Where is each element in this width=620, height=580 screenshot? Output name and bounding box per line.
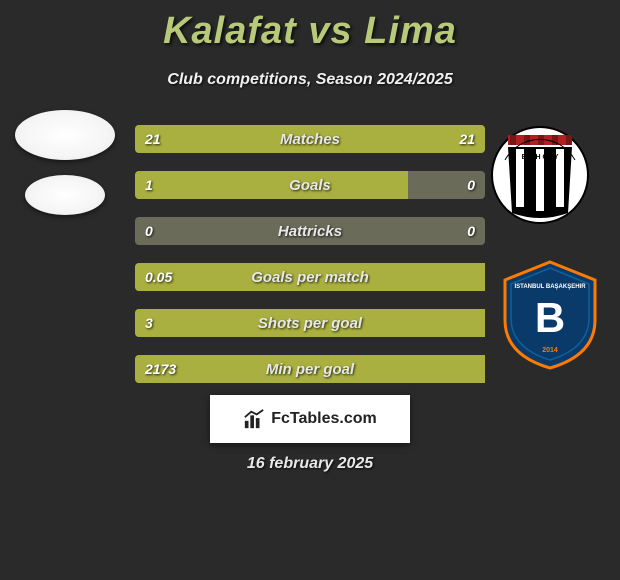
stat-label: Shots per goal [135, 309, 485, 337]
svg-text:B: B [535, 294, 565, 341]
stat-row-matches: 21 Matches 21 [135, 125, 485, 153]
stat-row-min-per-goal: 2173 Min per goal [135, 355, 485, 383]
player-silhouette-left [10, 110, 120, 215]
chart-icon [243, 408, 265, 430]
svg-text:BATH CITY: BATH CITY [522, 154, 559, 161]
stat-value-right: 0 [467, 217, 475, 245]
player-body-shape [25, 175, 105, 215]
stat-row-goals-per-match: 0.05 Goals per match [135, 263, 485, 291]
subtitle: Club competitions, Season 2024/2025 [0, 71, 620, 89]
svg-text:2014: 2014 [542, 347, 558, 354]
club-badge-1: BATH CITY [490, 125, 590, 225]
svg-text:ISTANBUL BAŞAKŞEHIR: ISTANBUL BAŞAKŞEHIR [514, 284, 586, 290]
stat-label: Min per goal [135, 355, 485, 383]
stat-label: Matches [135, 125, 485, 153]
fctables-link[interactable]: FcTables.com [210, 395, 410, 443]
player-head-shape [15, 110, 115, 160]
brand-text: FcTables.com [271, 410, 377, 428]
stat-value-right: 21 [459, 125, 475, 153]
date-text: 16 february 2025 [0, 455, 620, 473]
stat-row-hattricks: 0 Hattricks 0 [135, 217, 485, 245]
page-title: Kalafat vs Lima [0, 0, 620, 53]
stat-row-shots-per-goal: 3 Shots per goal [135, 309, 485, 337]
stat-label: Goals per match [135, 263, 485, 291]
stat-value-right: 0 [467, 171, 475, 199]
stats-container: 21 Matches 21 1 Goals 0 0 Hattricks 0 0.… [135, 125, 485, 401]
stat-label: Goals [135, 171, 485, 199]
stat-row-goals: 1 Goals 0 [135, 171, 485, 199]
stat-label: Hattricks [135, 217, 485, 245]
club-badge-2: ISTANBUL BAŞAKŞEHIR B 2014 [500, 260, 600, 370]
